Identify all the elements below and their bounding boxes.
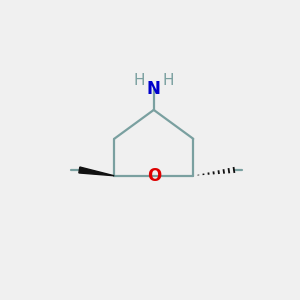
Text: O: O	[147, 167, 161, 185]
Text: N: N	[147, 80, 161, 98]
Text: H: H	[163, 73, 174, 88]
Polygon shape	[79, 167, 114, 176]
Text: H: H	[134, 73, 145, 88]
